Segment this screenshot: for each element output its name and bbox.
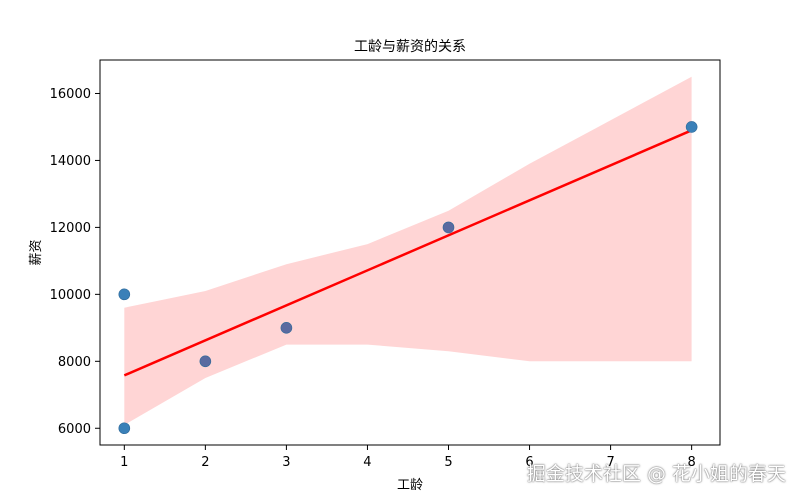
- scatter-point-2: [118, 422, 131, 435]
- x-tick-label-5: 5: [444, 455, 452, 470]
- scatter-point-1: [118, 288, 131, 301]
- plot-frame: [99, 59, 721, 446]
- watermark: 掘金技术社区 @ 花小姐的春天: [526, 463, 786, 485]
- scatter-point-5: [442, 221, 455, 234]
- y-tick-label-12000: 12000: [50, 221, 91, 236]
- regression-line: [123, 129, 693, 377]
- scatter-point-3: [199, 355, 212, 368]
- x-tick-label-8: 8: [687, 455, 695, 470]
- x-tick-label-3: 3: [282, 455, 290, 470]
- confidence-band: [124, 76, 692, 425]
- scatter-point-6: [685, 121, 698, 133]
- x-tick-label-1: 1: [120, 455, 128, 470]
- scatter-point-4: [280, 322, 293, 334]
- y-tick-label-14000: 14000: [50, 154, 91, 169]
- y-tick-label-16000: 16000: [50, 87, 91, 102]
- y-axis-title: 薪资: [29, 239, 44, 265]
- x-tick-label-6: 6: [525, 455, 533, 470]
- y-tick-label-10000: 10000: [50, 288, 91, 303]
- x-axis-title: 工龄: [397, 478, 423, 493]
- x-tick-label-2: 2: [201, 455, 209, 470]
- x-tick-label-7: 7: [606, 455, 614, 470]
- y-tick-label-8000: 8000: [58, 355, 91, 370]
- x-tick-label-4: 4: [363, 455, 371, 470]
- y-tick-label-6000: 6000: [58, 422, 91, 437]
- chart-title: 工龄与薪资的关系: [354, 39, 466, 55]
